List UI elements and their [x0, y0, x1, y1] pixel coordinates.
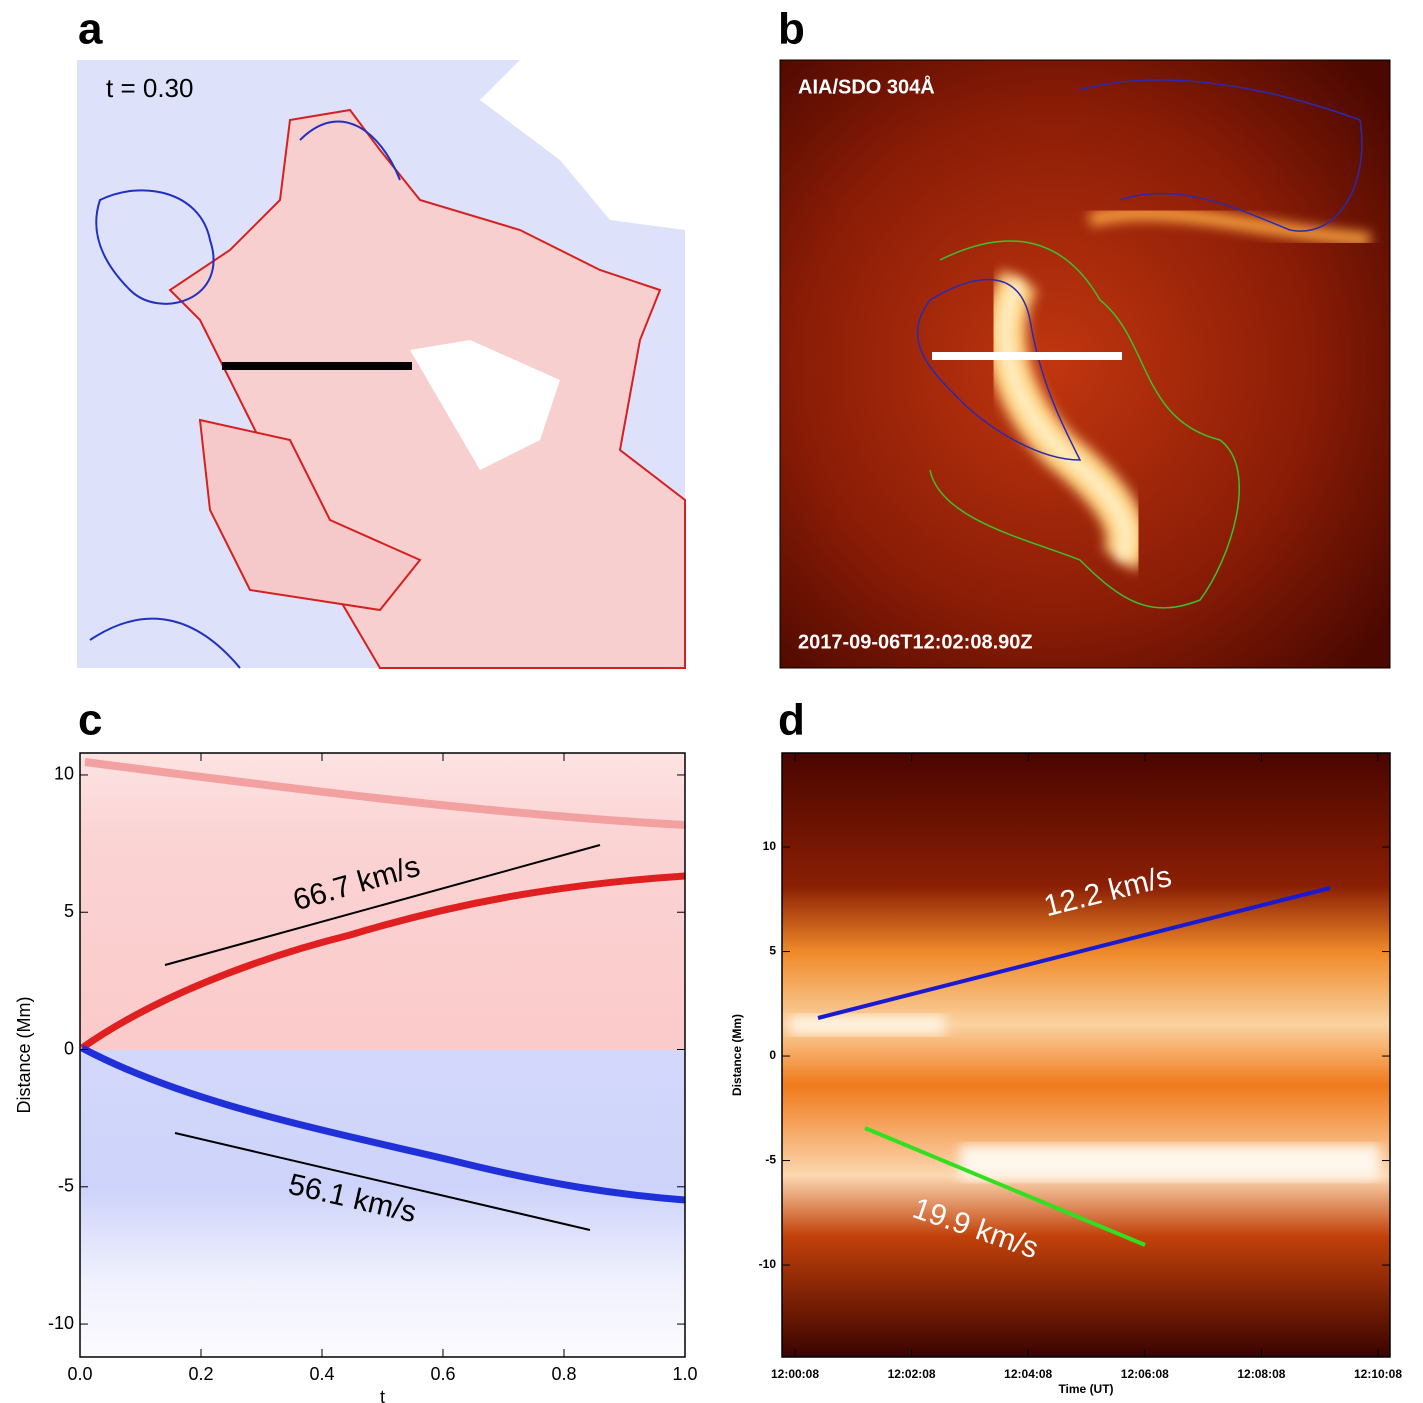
region	[198, 418, 422, 612]
x-tick-label: 0.8	[551, 1364, 576, 1384]
panel-label: d	[778, 696, 805, 745]
frame	[779, 59, 1391, 669]
x-tick-label: 12:06:08	[1121, 1367, 1169, 1381]
fit-line	[174, 1132, 591, 1231]
panel-a: t = 0.30 a	[77, 5, 686, 669]
negative-region	[80, 1050, 685, 1357]
x-tick-label: 0.0	[67, 1364, 92, 1384]
x-tick-label: 12:04:08	[1004, 1367, 1052, 1381]
instrument-label: AIA/SDO 304Å	[798, 74, 935, 98]
y-tick-label: -10	[759, 1257, 777, 1271]
y-tick-label: 10	[54, 764, 74, 784]
region	[410, 340, 560, 470]
region	[480, 60, 685, 230]
panel-label: b	[778, 5, 805, 54]
x-axis-label: Time (UT)	[1058, 1382, 1113, 1396]
region	[168, 108, 686, 669]
plot-frame	[79, 752, 686, 1358]
y-tick-label: 0	[64, 1038, 74, 1058]
panel-c-image: 66.7 km/s 56.1 km/s	[79, 753, 686, 1357]
x-tick-label: 0.4	[309, 1364, 334, 1384]
contour	[917, 79, 1363, 461]
fit-line	[864, 1126, 1146, 1247]
x-axis-label: t	[380, 1387, 385, 1403]
panel-b: AIA/SDO 304Å 2017-09-06T12:02:08.90Z b	[778, 5, 1391, 669]
contour	[89, 120, 401, 669]
y-tick-label: 10	[763, 839, 777, 853]
x-tick-label: 12:10:08	[1354, 1367, 1402, 1381]
observation-image	[780, 60, 1390, 668]
x-tick-label: 1.0	[672, 1364, 697, 1384]
contour	[95, 189, 215, 305]
panel-label: c	[78, 696, 102, 745]
ribbon	[1088, 206, 1371, 247]
y-tick-label: 5	[64, 901, 74, 921]
front	[84, 758, 686, 829]
x-tick-label: 12:00:08	[771, 1367, 819, 1381]
time-distance-image	[782, 753, 1390, 1357]
y-tick-label: 0	[769, 1048, 776, 1062]
fit-line	[164, 844, 601, 966]
timestamp: 2017-09-06T12:02:08.90Z	[798, 631, 1033, 653]
y-axis-label: Distance (Mm)	[14, 996, 34, 1113]
y-tick-label: -5	[58, 1176, 74, 1196]
bright-band	[790, 1015, 945, 1035]
x-tick-label: 12:02:08	[888, 1367, 936, 1381]
time-label: t = 0.30	[106, 73, 193, 103]
y-tick-label: -5	[765, 1153, 776, 1167]
fit-line	[817, 886, 1331, 1020]
y-axis-label: Distance (Mm)	[730, 1014, 744, 1096]
contour	[929, 240, 1241, 609]
x-tick-label: 12:08:08	[1237, 1367, 1285, 1381]
x-tick-label: 0.6	[430, 1364, 455, 1384]
plot-frame	[781, 752, 1391, 1358]
y-tick-label: 5	[769, 944, 776, 958]
panel-d-image: 12.2 km/s 19.9 km/s	[782, 753, 1390, 1357]
front	[79, 872, 686, 1051]
bright-band	[960, 1145, 1380, 1180]
ribbon	[999, 276, 1133, 564]
y-tick-label: -10	[48, 1313, 74, 1333]
x-tick-label: 0.2	[188, 1364, 213, 1384]
panel-label: a	[78, 5, 103, 54]
front	[80, 1044, 686, 1204]
